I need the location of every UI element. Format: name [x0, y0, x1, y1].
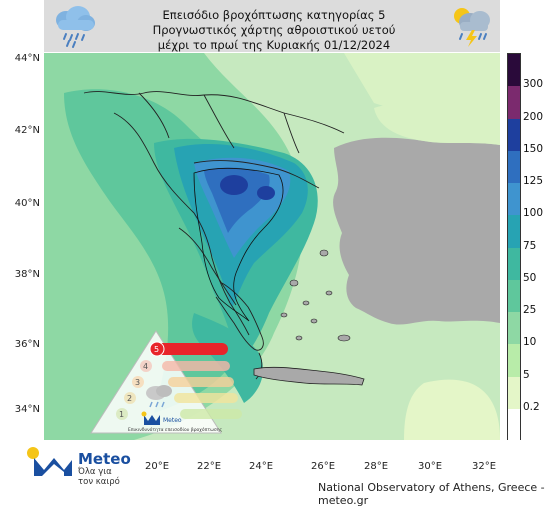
colorbar-segment	[508, 312, 520, 345]
precipitation-colorbar	[507, 53, 521, 442]
colorbar-tick-label: 200	[523, 110, 544, 123]
credit-text: National Observatory of Athens, Greece -…	[318, 481, 545, 507]
warning-level-5-badge	[149, 341, 165, 357]
warning-level-2: 2	[127, 394, 132, 403]
title-band: Επεισόδιο βροχόπτωσης κατηγορίας 5 Προγν…	[44, 0, 500, 52]
meteo-mini-logo: Meteo	[141, 411, 182, 425]
lon-label-24: 24°E	[248, 461, 274, 472]
lon-label-32: 32°E	[471, 461, 497, 472]
colorbar-tick-label: 100	[523, 207, 544, 220]
precipitation-map: 5 4 3 2 1 Meteo Επικινδυνότητα επεισοδίο…	[44, 53, 500, 440]
colorbar-tick-label: 0.2	[523, 400, 540, 413]
lon-label-30: 30°E	[417, 461, 443, 472]
lat-label-36: 36°N	[14, 339, 40, 350]
coastline-borders	[83, 91, 345, 380]
colorbar-segment	[508, 376, 520, 410]
colorbar-tick-label: 50	[523, 271, 537, 284]
warning-level-1: 1	[119, 410, 124, 419]
warning-brand: Meteo	[163, 417, 182, 424]
lon-label-20: 20°E	[144, 461, 170, 472]
land-black-sea-coast	[374, 101, 500, 145]
colorbar-tick-label: 125	[523, 175, 544, 187]
precip-cell-150-b	[257, 186, 275, 200]
colorbar-segment	[508, 247, 520, 281]
lat-label-38: 38°N	[14, 269, 40, 280]
land-greece-outline	[193, 167, 284, 322]
colorbar-segment	[508, 183, 520, 216]
colorbar-segment	[508, 150, 520, 184]
rain-cloud-icon	[56, 6, 95, 48]
lon-label-28: 28°E	[363, 461, 389, 472]
colorbar-tick-label: 300	[523, 78, 544, 91]
aegean-islands	[280, 249, 351, 342]
logo-slogan-line-2: τον καιρό	[78, 477, 120, 487]
warning-caption: Επικινδυνότητα επεισοδίου βροχόπτωσης	[128, 426, 223, 433]
warning-triangle-panel: 5 4 3 2 1 Meteo Επικινδυνότητα επεισοδίο…	[90, 330, 242, 434]
colorbar-tick-label: 5	[523, 368, 530, 381]
warning-level-4: 4	[143, 362, 148, 371]
land-anatolia	[333, 137, 500, 325]
colorbar-segment	[508, 54, 520, 87]
precip-cell-150	[220, 175, 248, 195]
precip-band-lowest	[404, 379, 500, 440]
warning-level-3: 3	[135, 378, 140, 387]
precip-band-sea-arc	[192, 313, 264, 403]
logo-brand: Meteo	[78, 450, 131, 468]
thunderstorm-cloud-icon	[454, 8, 490, 47]
island-crete	[253, 366, 365, 386]
colorbar-segment	[508, 408, 520, 442]
colorbar-tick-label: 25	[523, 304, 537, 316]
lat-label-44: 44°N	[14, 53, 40, 64]
lat-label-42: 42°N	[14, 125, 40, 136]
lon-label-26: 26°E	[310, 461, 336, 472]
colorbar-segment	[508, 279, 520, 313]
title-line-2: Προγνωστικός χάρτης αθροιστικού υετού	[152, 23, 396, 37]
logo-slogan-line-1: Όλα για	[78, 467, 112, 477]
lat-label-34: 34°N	[14, 404, 40, 415]
lon-label-22: 22°E	[196, 461, 222, 472]
colorbar-segment	[508, 344, 520, 377]
title-line-3: μέχρι το πρωί της Κυριακής 01/12/2024	[157, 38, 391, 52]
rain-cloud-warning-icon	[146, 385, 172, 408]
colorbar-segment	[508, 215, 520, 248]
colorbar-segment	[508, 86, 520, 119]
colorbar-tick-label: 150	[523, 142, 544, 155]
colorbar-tick-label: 75	[523, 239, 537, 252]
warning-level-bars	[156, 343, 242, 419]
lat-label-40: 40°N	[14, 198, 40, 209]
colorbar-segment	[508, 118, 520, 152]
title-line-1: Επεισόδιο βροχόπτωσης κατηγορίας 5	[162, 8, 386, 22]
warning-level-5: 5	[154, 345, 159, 354]
colorbar-tick-label: 10	[523, 336, 537, 349]
meteo-logo-icon	[27, 447, 72, 476]
